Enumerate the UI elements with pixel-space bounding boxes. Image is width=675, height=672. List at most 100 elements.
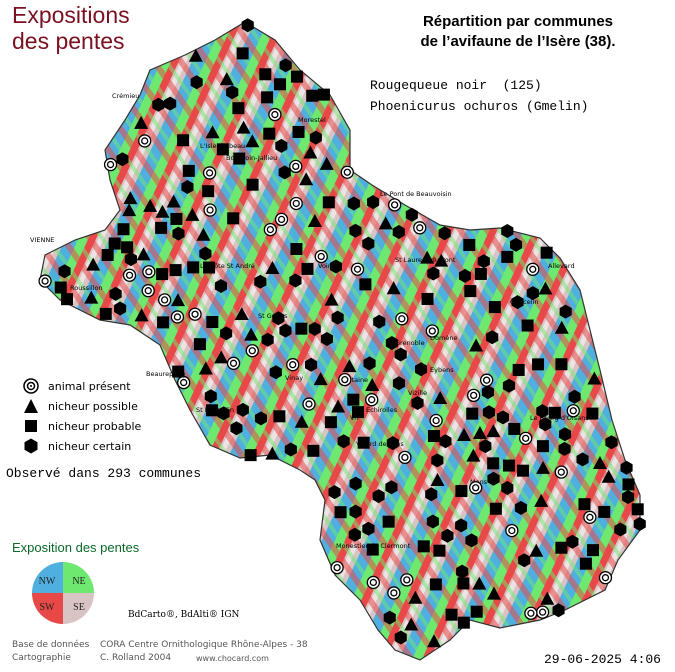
certain-breeder-marker	[431, 453, 444, 468]
animal-present-marker	[554, 465, 568, 479]
slope-compass: NW NE SW SE	[32, 562, 94, 624]
possible-breeder-marker	[265, 261, 280, 275]
probable-breeder-marker	[579, 557, 592, 570]
possible-breeder-marker	[265, 446, 280, 460]
probable-breeder-marker	[532, 358, 545, 371]
possible-breeder-marker	[196, 227, 211, 241]
probable-breeder-marker	[359, 278, 372, 291]
certain-breeder-marker	[559, 304, 572, 319]
probable-breeder-marker	[488, 301, 501, 314]
animal-present-marker	[226, 356, 241, 370]
probable-breeder-marker	[366, 543, 379, 556]
animal-present-marker	[598, 571, 613, 585]
possible-breeder-marker	[433, 390, 448, 404]
place-label: Goncelin	[510, 298, 538, 306]
probable-breeder-marker	[306, 89, 319, 102]
certain-breeder-marker	[385, 336, 398, 350]
animal-present-marker	[263, 222, 278, 237]
probable-breeder-marker	[169, 264, 182, 277]
possible-breeder-marker	[365, 377, 380, 391]
certain-breeder-marker	[536, 404, 549, 419]
probable-breeder-marker	[586, 407, 599, 420]
certain-breeder-marker	[558, 441, 571, 456]
probable-breeder-marker	[487, 457, 500, 470]
certain-breeder-marker	[386, 436, 399, 451]
certain-breeder-marker	[172, 226, 185, 241]
square-icon	[25, 420, 37, 432]
probable-breeder-marker	[263, 127, 276, 140]
animal-present-marker	[365, 393, 379, 407]
animal-present-marker	[340, 165, 354, 179]
certain-breeder-marker	[114, 301, 127, 316]
animal-present-marker	[398, 450, 412, 465]
possible-breeder-marker	[592, 456, 607, 470]
animal-present-marker	[330, 560, 344, 575]
probable-breeder-marker	[466, 407, 479, 420]
certain-breeder-marker	[254, 411, 267, 426]
probable-breeder-marker	[290, 70, 303, 83]
certain-breeder-marker	[204, 389, 217, 404]
probable-breeder-marker	[156, 268, 169, 281]
certain-breeder-marker	[320, 332, 333, 346]
compass-ne-label: NE	[72, 576, 85, 587]
probable-breeder-marker	[578, 498, 591, 511]
certain-breeder-marker	[501, 481, 514, 495]
certain-breeder-marker	[190, 75, 203, 90]
probable-breeder-marker	[290, 242, 303, 255]
animal-present-marker	[141, 284, 155, 298]
certain-breeder-marker	[477, 254, 490, 269]
animal-present-marker	[387, 198, 402, 212]
probable-breeder-marker	[54, 281, 67, 294]
probable-breeder-marker	[246, 178, 259, 191]
animal-present-marker	[519, 431, 533, 446]
certain-breeder-marker	[367, 195, 380, 210]
certain-breeder-marker	[576, 452, 589, 467]
certain-breeder-marker	[275, 138, 288, 153]
certain-breeder-marker	[362, 236, 375, 251]
certain-breeder-marker	[415, 362, 428, 377]
certain-breeder-marker	[510, 237, 523, 252]
animal-present-marker	[202, 166, 217, 180]
footer-db-value: CORA Centre Ornithologique Rhône-Alpes -…	[100, 640, 308, 650]
possible-breeder-marker	[466, 448, 481, 462]
animal-present-marker	[350, 262, 365, 276]
certain-breeder-marker	[439, 434, 452, 449]
probable-breeder-marker	[464, 285, 477, 298]
animal-present-marker	[142, 265, 156, 279]
possible-breeder-marker	[540, 591, 555, 605]
animal-present-marker	[479, 373, 494, 387]
footer-db-label: Base de données	[12, 640, 90, 650]
possible-breeder-marker	[166, 194, 181, 208]
probable-breeder-marker	[193, 338, 206, 351]
probable-breeder-marker	[261, 91, 274, 104]
probable-breeder-marker	[236, 47, 249, 60]
possible-breeder-marker	[486, 586, 501, 600]
possible-breeder-marker	[307, 214, 322, 228]
certain-breeder-marker	[214, 279, 227, 293]
place-label: La Côte St André	[200, 262, 255, 270]
place-label: Vinay	[285, 374, 303, 382]
certain-breeder-marker	[278, 165, 291, 180]
probable-breeder-marker	[317, 88, 330, 101]
compass-nw-label: NW	[39, 576, 56, 587]
certain-breeder-marker	[411, 396, 424, 410]
certain-breeder-marker	[518, 553, 531, 568]
map-date: 29-06-2025 4:06	[543, 652, 661, 667]
certain-breeder-marker	[441, 528, 454, 543]
possible-breeder-marker	[342, 359, 357, 373]
probable-breeder-marker	[203, 261, 216, 274]
probable-breeder-marker	[433, 544, 446, 557]
map-heading: Répartition par communes de l’avifaune d…	[388, 12, 648, 52]
certain-breeder-marker	[181, 180, 194, 194]
probable-breeder-marker	[555, 541, 568, 554]
possible-breeder-marker	[303, 145, 318, 159]
map-heading-line2: de l’avifaune de l’Isère (38).	[420, 33, 616, 50]
possible-breeder-marker	[244, 327, 259, 341]
animal-present-marker	[170, 310, 185, 324]
probable-breeder-marker	[508, 422, 521, 435]
animal-present-marker	[103, 157, 118, 172]
animal-present-marker	[188, 307, 202, 321]
legend-label: nicheur possible	[48, 399, 138, 413]
animal-present-marker	[268, 107, 282, 122]
certain-breeder-marker	[349, 504, 362, 519]
